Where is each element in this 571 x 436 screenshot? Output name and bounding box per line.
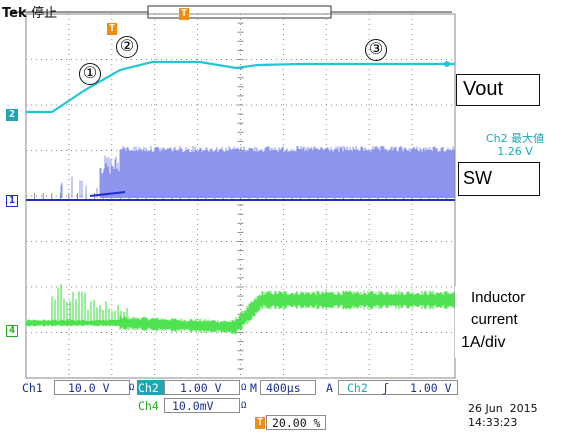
vout-label-box: Vout bbox=[456, 74, 540, 106]
ch2-max-marker bbox=[444, 61, 450, 67]
ch2-bw-symbol: Ω bbox=[241, 383, 247, 393]
ch1-ramp bbox=[89, 191, 126, 197]
trigger-window-marker[interactable]: T bbox=[179, 8, 189, 20]
sw-label-box: SW bbox=[458, 162, 540, 196]
trigger-level: 1.00 V bbox=[410, 381, 452, 395]
ch2-label: Ch2 bbox=[138, 381, 159, 395]
scope-header: Tek 停止 bbox=[2, 2, 57, 21]
trigger-mode: A bbox=[326, 381, 333, 395]
run-state-label: 停止 bbox=[31, 6, 58, 21]
phase-marker-1: ① bbox=[79, 63, 101, 85]
ch2-max-measurement: Ch2 最大値 1.26 V bbox=[485, 132, 545, 158]
trigger-slope-icon: ʃ bbox=[382, 381, 389, 395]
ch4-bw-symbol: Ω bbox=[241, 401, 247, 411]
ch2-scale-box[interactable] bbox=[164, 380, 240, 395]
ch1-scale-box[interactable] bbox=[54, 380, 130, 395]
time-label: 14:33:23 bbox=[468, 416, 518, 429]
trigger-position-icon: T bbox=[255, 417, 265, 429]
ch4-label: Ch4 bbox=[138, 399, 159, 413]
timebase-value: 400µs bbox=[266, 381, 301, 395]
brand-label: Tek bbox=[2, 6, 27, 21]
record-window-bar bbox=[147, 5, 332, 19]
ch4-scale-box[interactable] bbox=[164, 398, 240, 413]
ch1-scale: 10.0 V bbox=[68, 381, 110, 395]
ch2-label-box[interactable] bbox=[137, 380, 164, 395]
phase-marker-3: ③ bbox=[365, 39, 387, 61]
inductor-label-box: Inductor current 1A/div bbox=[455, 286, 550, 358]
ch4-marker[interactable]: 4 bbox=[6, 325, 18, 337]
trigger-box[interactable] bbox=[338, 380, 458, 395]
trigger-position-value: 20.00 % bbox=[272, 416, 321, 430]
trigger-source: Ch2 bbox=[347, 381, 368, 395]
ch4-scale: 10.0mV bbox=[172, 399, 214, 413]
ch1-marker[interactable]: 1 bbox=[6, 195, 18, 207]
ch1-bw-symbol: Ω bbox=[129, 383, 135, 393]
phase-marker-2: ② bbox=[116, 36, 138, 58]
trigger-position-box[interactable] bbox=[266, 415, 326, 430]
ch2-marker[interactable]: 2 bbox=[6, 109, 18, 121]
timebase-label: M bbox=[250, 381, 257, 395]
ch2-scale: 1.00 V bbox=[180, 381, 222, 395]
ch2-vout-waveform bbox=[26, 60, 455, 114]
ch1-label: Ch1 bbox=[22, 381, 43, 395]
timebase-box[interactable] bbox=[260, 380, 316, 395]
trigger-position-marker[interactable]: T bbox=[107, 23, 117, 35]
date-label: 26 Jun 2015 bbox=[468, 402, 538, 415]
